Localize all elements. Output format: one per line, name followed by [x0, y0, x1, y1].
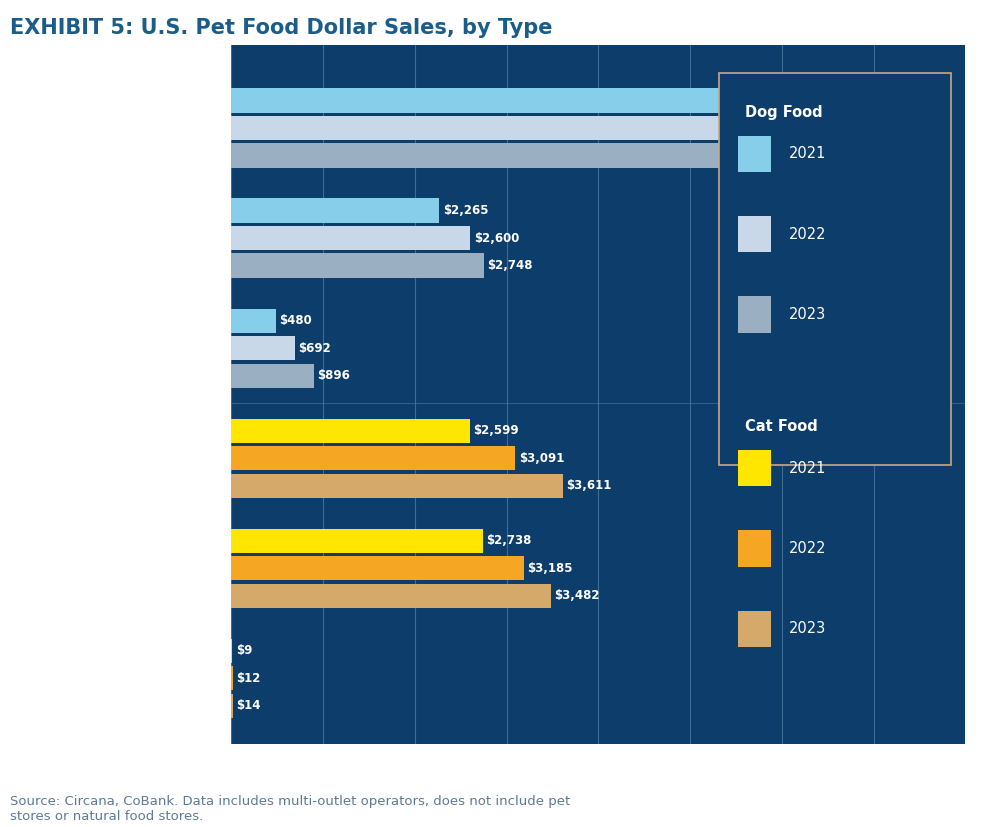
Text: $5,489: $5,489 [739, 94, 784, 107]
Text: $692: $692 [298, 342, 331, 355]
Text: Cat Food: Cat Food [746, 419, 818, 434]
Text: 2021: 2021 [789, 146, 826, 161]
Bar [231, 556, 524, 581]
Text: Millions of Dollars: Millions of Dollars [426, 27, 574, 42]
Text: 2023: 2023 [789, 622, 826, 637]
FancyBboxPatch shape [719, 74, 951, 465]
Bar [231, 198, 439, 222]
Text: $480: $480 [279, 314, 312, 327]
Text: $896: $896 [317, 369, 351, 382]
Text: $6,473: $6,473 [829, 122, 875, 135]
Bar [231, 226, 470, 251]
Text: $3,611: $3,611 [566, 479, 612, 492]
Text: 2022: 2022 [789, 541, 826, 556]
Text: $3,091: $3,091 [519, 452, 564, 465]
Bar [231, 584, 551, 608]
Text: 2021: 2021 [789, 461, 826, 476]
Bar [231, 88, 735, 112]
Text: $7,320: $7,320 [906, 149, 952, 162]
Bar [231, 116, 825, 140]
Bar [231, 694, 232, 718]
FancyBboxPatch shape [738, 450, 771, 486]
Text: Source: Circana, CoBank. Data includes multi-outlet operators, does not include : Source: Circana, CoBank. Data includes m… [10, 795, 570, 823]
Bar [231, 364, 313, 388]
Text: $2,599: $2,599 [474, 424, 519, 437]
Text: Dog Food: Dog Food [746, 105, 822, 120]
FancyBboxPatch shape [738, 530, 771, 566]
Text: $2,600: $2,600 [474, 232, 519, 245]
Text: $3,482: $3,482 [555, 589, 600, 602]
Bar [231, 528, 483, 552]
Text: 2023: 2023 [789, 307, 826, 322]
Bar [231, 143, 903, 168]
Text: $2,748: $2,748 [488, 259, 533, 272]
Text: $14: $14 [236, 700, 261, 712]
FancyBboxPatch shape [738, 136, 771, 172]
Text: $9: $9 [236, 644, 252, 657]
Bar [231, 418, 470, 442]
Bar [231, 667, 232, 691]
Bar [231, 446, 515, 471]
Bar [231, 336, 295, 361]
Bar [231, 474, 562, 498]
FancyBboxPatch shape [738, 296, 771, 332]
Bar [231, 308, 276, 332]
Bar [231, 254, 484, 278]
Text: 2022: 2022 [789, 227, 826, 241]
FancyBboxPatch shape [738, 216, 771, 252]
Text: $12: $12 [236, 672, 261, 685]
Text: EXHIBIT 5: U.S. Pet Food Dollar Sales, by Type: EXHIBIT 5: U.S. Pet Food Dollar Sales, b… [10, 18, 553, 38]
Text: $2,738: $2,738 [487, 534, 532, 547]
Text: $2,265: $2,265 [443, 204, 489, 217]
Text: $3,185: $3,185 [527, 562, 573, 575]
FancyBboxPatch shape [738, 611, 771, 648]
